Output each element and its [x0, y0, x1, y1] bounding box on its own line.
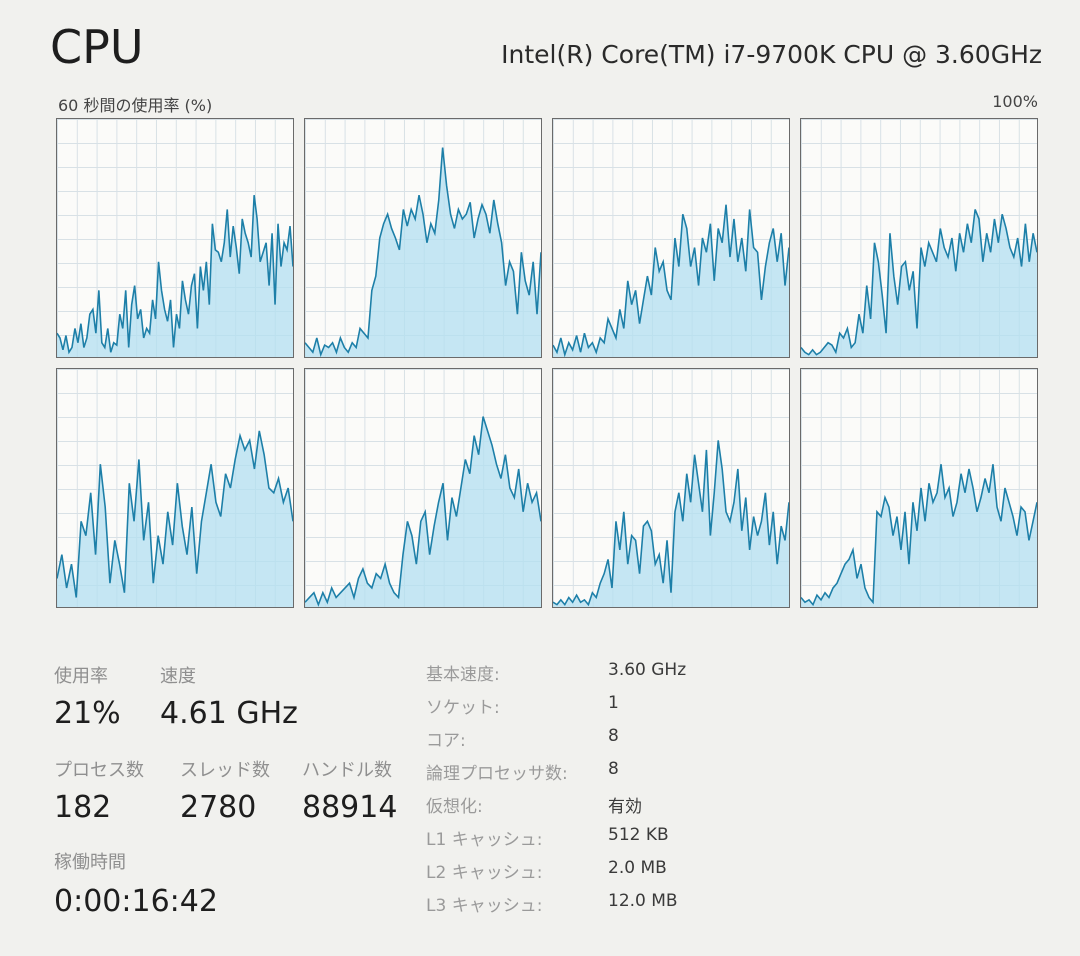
usage-area [801, 464, 1037, 607]
uptime-value: 0:00:16:42 [54, 884, 218, 919]
usage-area [553, 440, 789, 607]
core-graph-8[interactable] [800, 368, 1038, 608]
cpu-core-graphs[interactable] [56, 118, 1038, 612]
page-title: CPU [50, 20, 144, 74]
speed-label: 速度 [160, 666, 196, 687]
core-graph-3[interactable] [552, 118, 790, 358]
core-graph-5[interactable] [56, 368, 294, 608]
usage-line [801, 464, 1037, 607]
usage-line [553, 440, 789, 607]
property-key: コア: [426, 731, 466, 751]
property-row: 基本速度: 3.60 GHz [426, 660, 846, 690]
property-row: 論理プロセッサ数: 8 [426, 759, 846, 789]
usage-value: 21% [54, 696, 121, 731]
uptime-label: 稼働時間 [54, 852, 126, 873]
core-usage-plot [305, 147, 541, 357]
usage-line [57, 195, 293, 355]
property-value: 3.60 GHz [608, 660, 687, 680]
property-value: 1 [608, 693, 619, 713]
property-key: 基本速度: [426, 665, 500, 685]
core-usage-plot [553, 440, 789, 607]
core-usage-plot [57, 430, 293, 607]
property-row: 仮想化: 有効 [426, 792, 846, 822]
property-key: 仮想化: [426, 797, 483, 817]
usage-label: 使用率 [54, 666, 108, 687]
threads-value: 2780 [180, 790, 257, 825]
core-graph-1[interactable] [56, 118, 294, 358]
usage-line [305, 416, 541, 607]
property-row: L1 キャッシュ: 512 KB [426, 825, 846, 855]
property-value: 8 [608, 726, 619, 746]
handles-label: ハンドル数 [302, 760, 392, 781]
core-usage-plot [801, 209, 1037, 357]
usage-area [305, 416, 541, 607]
property-row: コア: 8 [426, 726, 846, 756]
processes-label: プロセス数 [54, 760, 144, 781]
graph-axis-label: 60 秒間の使用率 (%) [58, 96, 213, 115]
property-value: 2.0 MB [608, 858, 667, 878]
property-row: L3 キャッシュ: 12.0 MB [426, 891, 846, 921]
core-graph-6[interactable] [304, 368, 542, 608]
property-value: 512 KB [608, 825, 669, 845]
property-key: 論理プロセッサ数: [426, 764, 568, 784]
property-value: 有効 [608, 797, 642, 817]
usage-area [553, 204, 789, 357]
core-graph-2[interactable] [304, 118, 542, 358]
graph-axis-max: 100% [992, 92, 1038, 111]
property-value: 8 [608, 759, 619, 779]
property-row: ソケット: 1 [426, 693, 846, 723]
property-key: L2 キャッシュ: [426, 863, 543, 883]
core-graph-7[interactable] [552, 368, 790, 608]
core-graph-4[interactable] [800, 118, 1038, 358]
core-usage-plot [801, 464, 1037, 607]
usage-area [305, 147, 541, 357]
property-row: L2 キャッシュ: 2.0 MB [426, 858, 846, 888]
speed-value: 4.61 GHz [160, 696, 298, 731]
usage-line [305, 147, 541, 357]
core-usage-plot [57, 195, 293, 357]
property-key: ソケット: [426, 698, 500, 718]
processes-value: 182 [54, 790, 112, 825]
core-usage-plot [305, 416, 541, 607]
property-value: 12.0 MB [608, 891, 678, 911]
threads-label: スレッド数 [180, 760, 270, 781]
usage-line [57, 430, 293, 598]
handles-value: 88914 [302, 790, 398, 825]
property-key: L1 キャッシュ: [426, 830, 543, 850]
cpu-model-name: Intel(R) Core(TM) i7-9700K CPU @ 3.60GHz [501, 40, 1042, 69]
usage-line [801, 209, 1037, 356]
core-usage-plot [553, 204, 789, 357]
property-key: L3 キャッシュ: [426, 896, 543, 916]
usage-line [553, 204, 789, 357]
